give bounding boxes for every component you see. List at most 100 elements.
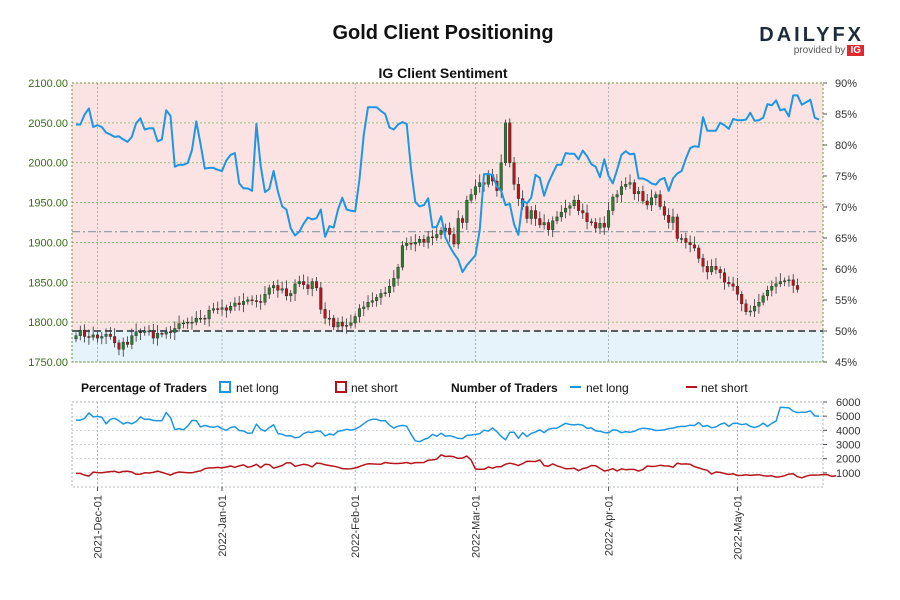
candle-body — [637, 191, 641, 195]
candle-body — [675, 216, 679, 239]
candle-body — [538, 218, 542, 226]
candle-body — [478, 182, 482, 187]
date-axis: 2021-Dec-01 2022-Jan-01 2022-Feb-01 2022-Ma… — [92, 487, 744, 560]
candle-body — [113, 336, 117, 344]
candle-body — [486, 174, 490, 185]
chart-subtitle: IG Client Sentiment — [378, 65, 507, 81]
candle-body — [774, 283, 778, 287]
candle-body — [396, 266, 400, 279]
candle-body — [589, 221, 593, 223]
traders-gridlines — [72, 401, 823, 487]
price-tick-label: 2050.00 — [28, 118, 68, 130]
date-tick-label: 2022-Feb-01 — [350, 495, 362, 558]
net-long-majority-zone — [72, 331, 823, 362]
candle-body — [375, 297, 379, 301]
candle-body — [306, 284, 310, 289]
candle-body — [439, 230, 443, 235]
candle-body — [207, 309, 211, 320]
dailyfx-logo: DAILYFX provided by IG — [759, 24, 864, 56]
net-long-sentiment-line — [76, 94, 820, 274]
candle-body — [748, 310, 752, 313]
candle-body — [388, 286, 392, 293]
candle-body — [594, 222, 598, 229]
price-axis: 1750.00 1800.00 1850.00 1900.00 1950.00 2000.… — [28, 78, 68, 369]
candle-body — [512, 162, 516, 185]
candle-body — [632, 182, 636, 195]
candle-body — [551, 220, 555, 230]
candle-body — [156, 333, 160, 339]
candle-body — [418, 239, 422, 243]
candle-body — [723, 272, 727, 283]
candle-body — [357, 308, 361, 317]
candle-body — [568, 205, 572, 209]
traders-lines — [76, 406, 837, 479]
candle-body — [143, 330, 147, 333]
price-tick-label: 1900.00 — [28, 237, 68, 249]
candle-body — [293, 283, 297, 294]
candle-body — [319, 287, 323, 310]
price-tick-label: 2100.00 — [28, 78, 68, 90]
candle-body — [405, 243, 409, 246]
legend-traders-long-label: net long — [586, 381, 629, 395]
sentiment-tick-label: 90% — [835, 78, 857, 90]
candle-body — [452, 234, 456, 245]
sentiment-tick-label: 55% — [835, 295, 857, 307]
candle-body — [731, 283, 735, 287]
candle-body — [164, 331, 168, 335]
candle-body — [435, 234, 439, 238]
candle-body — [130, 335, 134, 345]
candle-body — [280, 288, 284, 291]
candle-body — [237, 302, 241, 305]
candle-body — [340, 321, 344, 327]
candle-body — [332, 317, 336, 328]
candle-body — [126, 341, 130, 345]
candle-body — [645, 200, 649, 206]
ig-logo: IG — [847, 45, 864, 56]
candle-body — [650, 197, 654, 206]
candle-body — [688, 242, 692, 246]
candle-body — [310, 281, 314, 289]
candle-body — [186, 321, 190, 324]
sentiment-tick-label: 60% — [835, 264, 857, 276]
legend-number-title: Number of Traders — [451, 381, 558, 395]
candle-body — [254, 300, 258, 302]
legend-net-long-label: net long — [236, 381, 279, 395]
sentiment-tick-label: 65% — [835, 233, 857, 245]
candle-body — [104, 333, 108, 337]
candle-body — [684, 238, 688, 243]
candle-body — [400, 245, 404, 268]
candle-body — [461, 218, 465, 223]
date-tick-label: 2021-Dec-01 — [92, 495, 104, 559]
candle-body — [289, 293, 293, 297]
candle-body — [654, 194, 658, 198]
candle-body — [757, 302, 761, 307]
traders-tick-label: 6000 — [836, 397, 860, 409]
price-tick-label: 1850.00 — [28, 277, 68, 289]
traders-axis: 1000 2000 3000 4000 5000 6000 — [823, 397, 860, 480]
main-frame-border — [71, 82, 824, 363]
candle-body — [276, 285, 280, 291]
candle-body — [796, 285, 800, 290]
candle-body — [194, 317, 198, 323]
candle-body — [224, 307, 228, 311]
candle-body — [422, 239, 426, 243]
candle-body — [564, 207, 568, 213]
candle-body — [297, 281, 301, 285]
logo-provided-by: provided by IG — [759, 45, 864, 56]
candle-body — [791, 279, 795, 286]
candle-body — [456, 218, 460, 245]
sentiment-tick-label: 75% — [835, 171, 857, 183]
candle-body — [516, 184, 520, 199]
candle-body — [315, 281, 319, 289]
candle-body — [147, 330, 151, 333]
candle-body — [203, 317, 207, 320]
candle-body — [383, 292, 387, 294]
legend-net-short-box-icon — [335, 381, 347, 393]
candle-body — [607, 210, 611, 228]
candle-body — [469, 194, 473, 201]
traders-net-long-series — [76, 406, 820, 443]
logo-wordmark: DAILYFX — [759, 24, 864, 46]
candle-body — [413, 242, 417, 245]
candle-body — [177, 323, 181, 329]
